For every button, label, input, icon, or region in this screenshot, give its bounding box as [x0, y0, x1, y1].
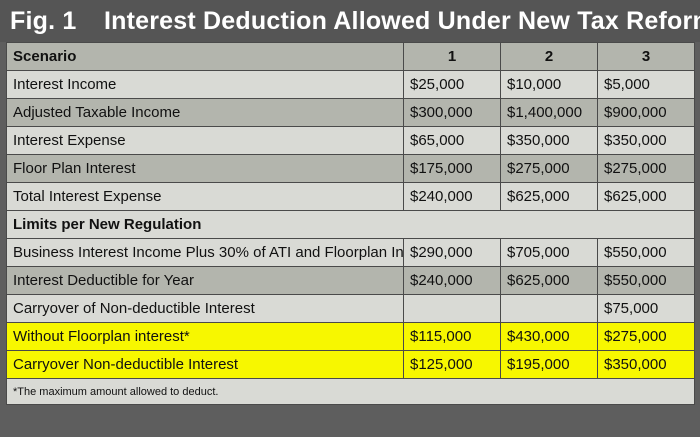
table-cell: $1,400,000: [500, 98, 598, 127]
table-cell: $900,000: [597, 98, 695, 127]
table-row: Carryover of Non-deductible Interest $75…: [6, 294, 695, 323]
row-label: Business Interest Income Plus 30% of ATI…: [6, 238, 404, 267]
header-cell: Scenario: [6, 42, 404, 71]
header-cell: 2: [500, 42, 598, 71]
table-cell: $625,000: [597, 182, 695, 211]
table-cell: $275,000: [597, 154, 695, 183]
table-cell: $75,000: [597, 294, 695, 323]
row-label: Interest Income: [6, 70, 404, 99]
section-header-row: Limits per New Regulation: [6, 210, 695, 239]
row-label: Total Interest Expense: [6, 182, 404, 211]
table-cell: $550,000: [597, 238, 695, 267]
header-cell: 3: [597, 42, 695, 71]
table-cell: $550,000: [597, 266, 695, 295]
table-cell: $125,000: [403, 350, 501, 379]
header-cell: 1: [403, 42, 501, 71]
table-row: Interest Income $25,000 $10,000 $5,000: [6, 70, 695, 99]
table-row: Business Interest Income Plus 30% of ATI…: [6, 238, 695, 267]
table-cell: [403, 294, 501, 323]
table-row: Interest Expense $65,000 $350,000 $350,0…: [6, 126, 695, 155]
table-row: Floor Plan Interest $175,000 $275,000 $2…: [6, 154, 695, 183]
table-cell: $350,000: [500, 126, 598, 155]
table-cell: $625,000: [500, 266, 598, 295]
table-cell: $275,000: [500, 154, 598, 183]
table-cell: $195,000: [500, 350, 598, 379]
table-cell: $175,000: [403, 154, 501, 183]
row-label: Adjusted Taxable Income: [6, 98, 404, 127]
table-cell: $115,000: [403, 322, 501, 351]
table-cell: $430,000: [500, 322, 598, 351]
row-label: Floor Plan Interest: [6, 154, 404, 183]
table-header-row: Scenario 1 2 3: [6, 42, 695, 71]
table-row: Total Interest Expense $240,000 $625,000…: [6, 182, 695, 211]
table-cell: $350,000: [597, 350, 695, 379]
table-cell: [500, 294, 598, 323]
highlight-row: Carryover Non-deductible Interest $125,0…: [6, 350, 695, 379]
table-cell: $5,000: [597, 70, 695, 99]
row-label: Carryover Non-deductible Interest: [6, 350, 404, 379]
row-label: Interest Deductible for Year: [6, 266, 404, 295]
table-cell: $350,000: [597, 126, 695, 155]
table-cell: $300,000: [403, 98, 501, 127]
table-cell: $240,000: [403, 182, 501, 211]
table-cell: $65,000: [403, 126, 501, 155]
figure-title: Interest Deduction Allowed Under New Tax…: [104, 7, 700, 35]
table-cell: $25,000: [403, 70, 501, 99]
row-label: Without Floorplan interest*: [6, 322, 404, 351]
table-cell: $290,000: [403, 238, 501, 267]
footnote-row: *The maximum amount allowed to deduct.: [6, 378, 695, 405]
table-row: Adjusted Taxable Income $300,000 $1,400,…: [6, 98, 695, 127]
figure-number: Fig. 1: [10, 7, 77, 35]
table-cell: $705,000: [500, 238, 598, 267]
table-cell: $275,000: [597, 322, 695, 351]
table-cell: $10,000: [500, 70, 598, 99]
table-cell: $240,000: [403, 266, 501, 295]
table-row: Interest Deductible for Year $240,000 $6…: [6, 266, 695, 295]
highlight-row: Without Floorplan interest* $115,000 $43…: [6, 322, 695, 351]
interest-deduction-table: Scenario 1 2 3 Interest Income $25,000 $…: [6, 42, 695, 405]
row-label: Carryover of Non-deductible Interest: [6, 294, 404, 323]
section-label: Limits per New Regulation: [6, 210, 695, 239]
row-label: Interest Expense: [6, 126, 404, 155]
footnote: *The maximum amount allowed to deduct.: [6, 378, 695, 405]
figure-title-bar: Fig. 1 Interest Deduction Allowed Under …: [0, 0, 700, 42]
table-cell: $625,000: [500, 182, 598, 211]
